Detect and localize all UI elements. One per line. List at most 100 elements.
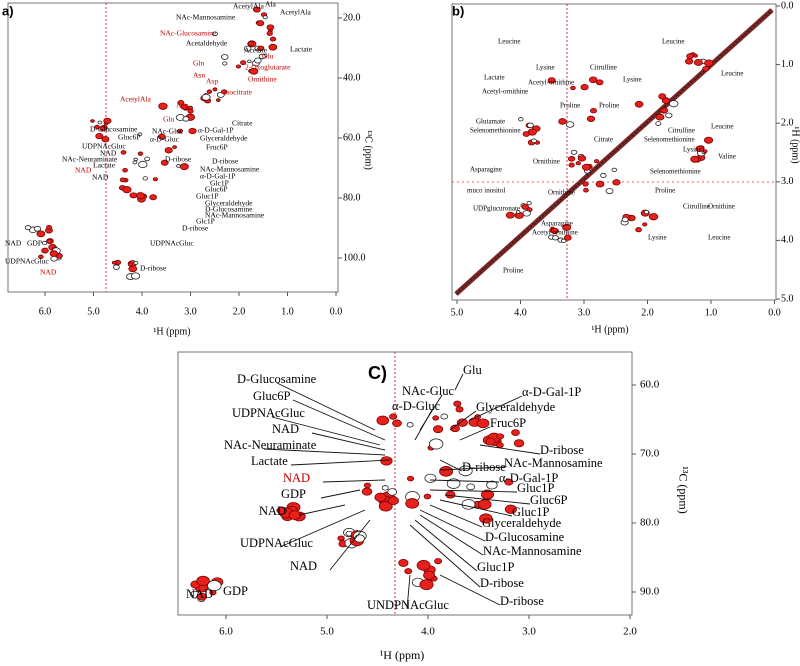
peak bbox=[440, 413, 449, 420]
peak-label: Leucine bbox=[708, 234, 731, 242]
peak-label: D-ribose bbox=[462, 460, 506, 474]
y-tick-label: 5.0 bbox=[781, 293, 794, 304]
diagonal-core bbox=[455, 9, 773, 295]
peak-label: NAD bbox=[186, 587, 213, 601]
peak-label: D-Glucosamine bbox=[485, 530, 565, 544]
peak bbox=[207, 580, 222, 592]
peak bbox=[429, 438, 444, 450]
peak-label: Proline bbox=[560, 102, 580, 110]
peak-label: Asn bbox=[193, 71, 205, 80]
leader-line bbox=[439, 574, 501, 606]
peak bbox=[112, 264, 120, 270]
peak bbox=[684, 58, 694, 65]
x-tick-label: 4.0 bbox=[421, 626, 435, 638]
peak-label: Leucine bbox=[662, 38, 685, 46]
peak bbox=[655, 121, 662, 126]
peak bbox=[103, 117, 112, 125]
x-tick-label: 5.0 bbox=[320, 626, 334, 638]
y-tick-label: 20.0 bbox=[343, 12, 361, 23]
peak-label: Valine bbox=[718, 153, 736, 161]
peak bbox=[135, 192, 146, 200]
peak bbox=[621, 216, 629, 223]
peak bbox=[206, 89, 213, 94]
peak-label: Gluc1P bbox=[196, 192, 219, 201]
x-tick-label: 2.0 bbox=[641, 307, 654, 318]
peak bbox=[479, 513, 493, 524]
peak bbox=[177, 128, 183, 134]
peak bbox=[611, 167, 617, 172]
peak-label: D-Glucosamine bbox=[237, 372, 317, 386]
peak bbox=[588, 76, 598, 84]
peak-label: D-ribose bbox=[182, 224, 209, 233]
peak-label: Acetate bbox=[244, 46, 268, 55]
peak-label: Gluc6P bbox=[118, 133, 141, 142]
peak bbox=[432, 425, 444, 434]
peak-label: α-D-Gluc bbox=[392, 399, 441, 413]
peak bbox=[404, 568, 413, 575]
peak bbox=[387, 488, 398, 496]
leader-line bbox=[279, 509, 366, 548]
peak bbox=[496, 442, 504, 449]
y-tick-label: 60.0 bbox=[640, 379, 660, 391]
leader-line bbox=[429, 479, 500, 483]
peak bbox=[95, 133, 104, 140]
peak bbox=[570, 85, 576, 91]
x-tick-label: 2.0 bbox=[233, 306, 246, 317]
peak bbox=[643, 209, 650, 215]
x-tick-label: 3.0 bbox=[578, 307, 591, 318]
peak bbox=[387, 496, 399, 505]
leader-line bbox=[292, 399, 386, 441]
peak-label: D-Glucosamine bbox=[90, 125, 138, 134]
peak bbox=[486, 480, 498, 490]
x-tick-label: 4.0 bbox=[136, 306, 149, 317]
peak bbox=[558, 118, 567, 125]
peak-label: Selenomethionine bbox=[650, 168, 701, 176]
peak-label: AcetylAla bbox=[233, 2, 264, 11]
peak bbox=[416, 560, 431, 571]
y-tick-label: 0.0 bbox=[781, 0, 794, 11]
peak-label: Gluc1P bbox=[477, 560, 515, 574]
peak bbox=[240, 60, 247, 65]
peak-label: Leucine bbox=[498, 38, 521, 46]
peak bbox=[374, 492, 387, 502]
peak-label: Acetyl-ornithine bbox=[528, 79, 574, 87]
peak bbox=[212, 31, 218, 37]
peak bbox=[137, 132, 143, 137]
peak bbox=[461, 499, 476, 510]
peak-label: NAD bbox=[40, 268, 57, 277]
peak bbox=[258, 53, 266, 60]
peak bbox=[188, 127, 197, 135]
peak-label: NAc-Gluc bbox=[152, 127, 184, 136]
peak-label: Glc1P bbox=[196, 217, 215, 226]
peak bbox=[560, 238, 567, 243]
y-tick-label: 2.0 bbox=[781, 117, 794, 128]
peak bbox=[439, 466, 454, 477]
peak-label: NAc-Mannosamine bbox=[176, 13, 236, 22]
peak-label: Citrulline bbox=[590, 64, 617, 72]
peak bbox=[142, 176, 148, 181]
leader-line bbox=[479, 444, 541, 455]
peak-label: α-D-Gal-1P bbox=[198, 126, 234, 135]
peak bbox=[655, 113, 665, 121]
y-axis-label: ¹³C (ppm) bbox=[676, 466, 690, 514]
x-tick-label: 4.0 bbox=[514, 307, 527, 318]
x-tick-label: 3.0 bbox=[184, 306, 197, 317]
x-tick-label: 6.0 bbox=[39, 306, 52, 317]
peak bbox=[504, 478, 514, 486]
peak bbox=[378, 500, 393, 512]
peak-label: Glu bbox=[463, 363, 483, 377]
peak bbox=[496, 433, 505, 440]
peak-label: NAc-Mannosamine bbox=[504, 456, 603, 470]
peak bbox=[94, 124, 100, 130]
leader-line bbox=[263, 448, 386, 456]
peak bbox=[526, 201, 532, 206]
peak bbox=[648, 213, 659, 221]
peak bbox=[515, 210, 521, 214]
peak-label: AcetylAla bbox=[280, 8, 311, 17]
peak bbox=[665, 112, 673, 119]
peak-label: Lactate bbox=[484, 74, 505, 82]
peak-label: GDP bbox=[281, 487, 306, 501]
peak bbox=[577, 155, 587, 162]
peak bbox=[361, 487, 373, 496]
peak bbox=[266, 24, 275, 31]
